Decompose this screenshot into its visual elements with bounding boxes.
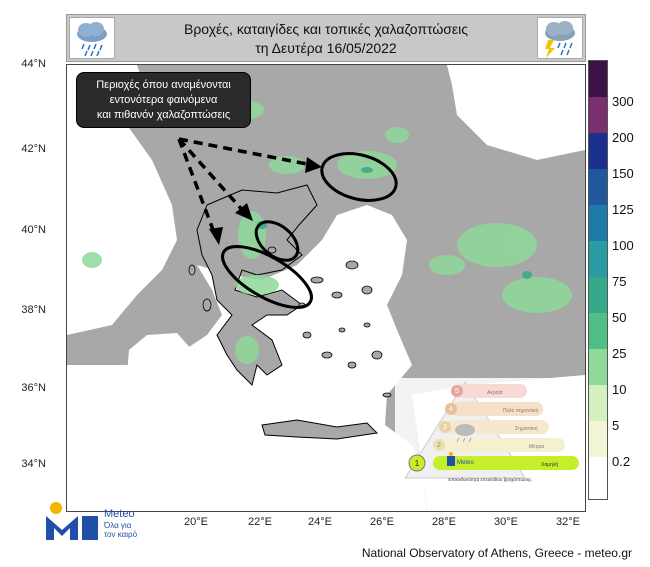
level-number: 5 bbox=[455, 388, 459, 395]
legend-label: 25 bbox=[612, 346, 627, 361]
level-label: Χαμηλή bbox=[541, 461, 558, 468]
callout-line1: Περιοχές όπου αναμένονται bbox=[96, 79, 231, 91]
pyramid-brand: Meteo bbox=[457, 460, 474, 466]
callout-line2: εντονότερα φαινόμενα bbox=[109, 94, 218, 106]
legend-label: 5 bbox=[612, 418, 620, 433]
legend-label: 10 bbox=[612, 382, 627, 397]
logo-tagline: Όλα για bbox=[104, 521, 132, 530]
legend-label: 150 bbox=[612, 166, 634, 181]
pyramid-caption: Επικινδυνότητα επεισοδίου βροχόπτωσης bbox=[448, 476, 532, 482]
cloud-icon bbox=[455, 424, 475, 443]
level-number: 2 bbox=[437, 442, 441, 449]
level-label: Σημαντική bbox=[515, 425, 538, 432]
level-label: Πολύ σημαντική bbox=[503, 407, 539, 414]
lat-label: 40°N bbox=[21, 224, 46, 236]
lat-label: 34°N bbox=[21, 458, 46, 470]
map-title: Βροχές, καταιγίδες και τοπικές χαλαζοπτώ… bbox=[184, 21, 468, 37]
lon-label: 28°E bbox=[432, 516, 456, 528]
legend-label: 75 bbox=[612, 274, 627, 289]
lat-label: 38°N bbox=[21, 304, 46, 316]
meteo-mini-logo-icon bbox=[447, 452, 455, 466]
black-sea bbox=[447, 65, 585, 160]
logo-tagline: τον καιρό bbox=[104, 530, 138, 539]
level-number: 3 bbox=[443, 424, 447, 431]
legend-label: 300 bbox=[612, 94, 634, 109]
title-bar: Βροχές, καταιγίδες και τοπικές χαλαζοπτώ… bbox=[66, 14, 586, 62]
lon-label: 26°E bbox=[370, 516, 394, 528]
level-label: Ακραία bbox=[487, 390, 503, 396]
logo-name: Meteo bbox=[104, 508, 135, 520]
lat-label: 44°N bbox=[21, 58, 46, 70]
legend-label: 0.2 bbox=[612, 454, 631, 469]
legend-label: 200 bbox=[612, 130, 634, 145]
lon-label: 30°E bbox=[494, 516, 518, 528]
lat-label: 36°N bbox=[21, 382, 46, 394]
level-numbers: 5 4 3 2 1 bbox=[408, 385, 463, 472]
meteo-logo-icon[interactable] bbox=[42, 500, 102, 542]
map-date: τη Δευτέρα 16/05/2022 bbox=[255, 40, 397, 56]
lon-label: 22°E bbox=[248, 516, 272, 528]
callout-line3: και πιθανόν χαλαζοπτώσεις bbox=[96, 109, 231, 121]
level-number: 1 bbox=[415, 459, 420, 468]
lat-label: 42°N bbox=[21, 143, 46, 155]
legend-label: 100 bbox=[612, 238, 634, 253]
lon-label: 32°E bbox=[556, 516, 580, 528]
hazard-scale: 5 4 3 2 1 Ακραία Πολύ σημαντική Σημαντικ… bbox=[395, 378, 585, 484]
lon-label: 24°E bbox=[308, 516, 332, 528]
legend-colorbar bbox=[588, 60, 608, 500]
lon-label: 20°E bbox=[184, 516, 208, 528]
rain-cloud-icon bbox=[69, 17, 115, 59]
callout-box: Περιοχές όπου αναμένονται εντονότερα φαι… bbox=[76, 72, 251, 128]
footer-credit: National Observatory of Athens, Greece -… bbox=[361, 546, 632, 560]
legend-label: 125 bbox=[612, 202, 634, 217]
level-number: 4 bbox=[449, 406, 453, 413]
level-label: Μέτρια bbox=[529, 443, 544, 450]
legend-label: 50 bbox=[612, 310, 627, 325]
thunderstorm-icon bbox=[537, 17, 583, 59]
